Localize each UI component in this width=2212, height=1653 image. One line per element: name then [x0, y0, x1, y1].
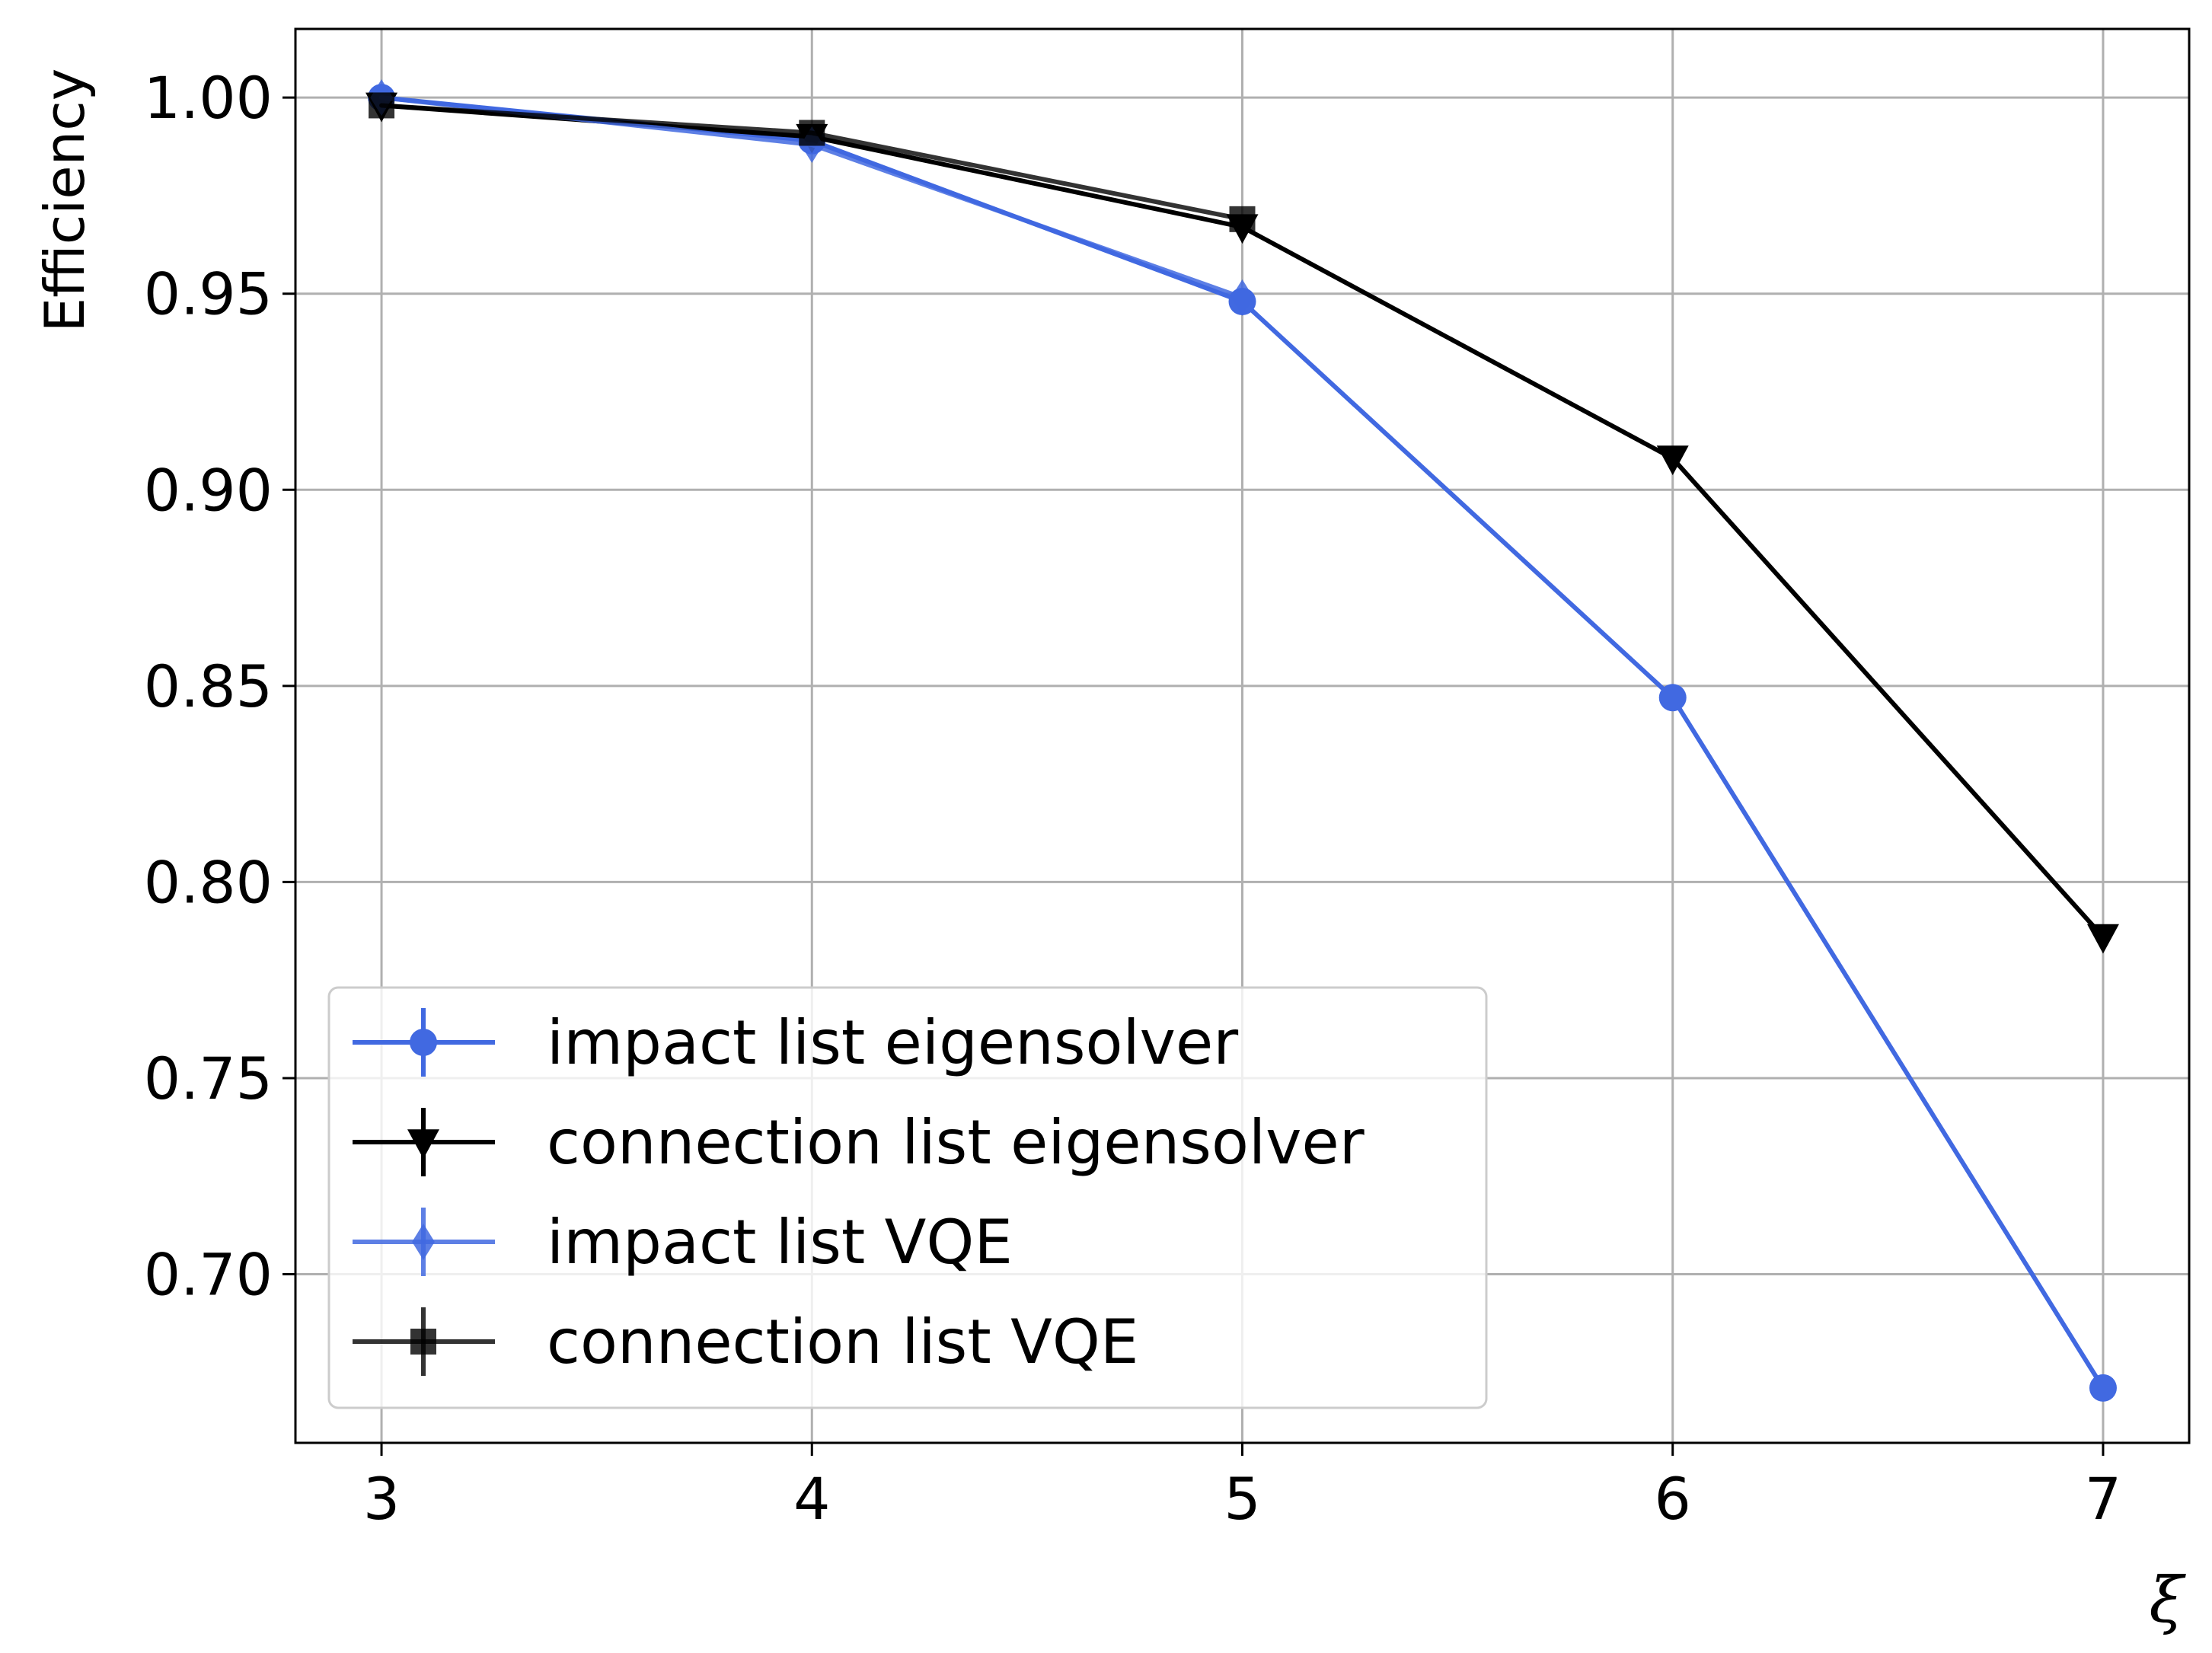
x-tick-label: 7 — [2085, 1465, 2121, 1533]
x-tick-label: 6 — [1655, 1465, 1691, 1533]
legend-item: impact list eigensolver — [353, 1007, 1238, 1078]
legend-label: connection list eigensolver — [547, 1107, 1365, 1178]
y-tick-label: 0.95 — [144, 260, 273, 328]
circle-marker — [2089, 1374, 2117, 1402]
legend-item: connection list eigensolver — [353, 1107, 1365, 1178]
legend-item: impact list VQE — [353, 1207, 1013, 1278]
square-marker — [1229, 206, 1256, 232]
y-tick-label: 0.75 — [144, 1045, 273, 1112]
series-connection-list-VQE — [369, 92, 1256, 232]
y-tick-label: 0.85 — [144, 653, 273, 720]
y-tick-label: 0.80 — [144, 848, 273, 916]
y-tick-label: 0.90 — [144, 456, 273, 524]
series-layer — [365, 79, 2119, 1402]
triangle-marker — [1656, 445, 1689, 476]
legend-box — [327, 986, 1488, 1409]
x-axis-label: ξ — [2149, 1565, 2186, 1637]
y-tick-label: 1.00 — [144, 64, 273, 132]
square-marker — [799, 120, 825, 146]
x-tick-label: 4 — [793, 1465, 830, 1533]
square-marker — [410, 1329, 436, 1355]
diamond-marker — [1230, 279, 1254, 316]
diamond-marker — [412, 1224, 435, 1260]
triangle-marker — [407, 1129, 439, 1160]
legend-item: connection list VQE — [353, 1307, 1138, 1377]
y-tick-label: 0.70 — [144, 1240, 273, 1308]
square-marker — [369, 92, 395, 119]
legend: impact list eigensolver connection list e… — [327, 986, 1488, 1409]
legend-label: impact list VQE — [547, 1207, 1013, 1278]
legend-label: impact list eigensolver — [547, 1007, 1238, 1078]
legend-label: connection list VQE — [547, 1307, 1138, 1377]
tick-layer: 3 4 5 6 7 0.70 0.75 0.80 0.85 0.90 0.95 1.00 — [144, 64, 2121, 1533]
y-axis-label: Efficiency — [33, 69, 97, 333]
circle-marker — [410, 1029, 437, 1056]
x-tick-label: 3 — [363, 1465, 400, 1533]
x-tick-label: 5 — [1224, 1465, 1260, 1533]
triangle-marker — [2086, 924, 2119, 954]
circle-marker — [1658, 684, 1687, 712]
